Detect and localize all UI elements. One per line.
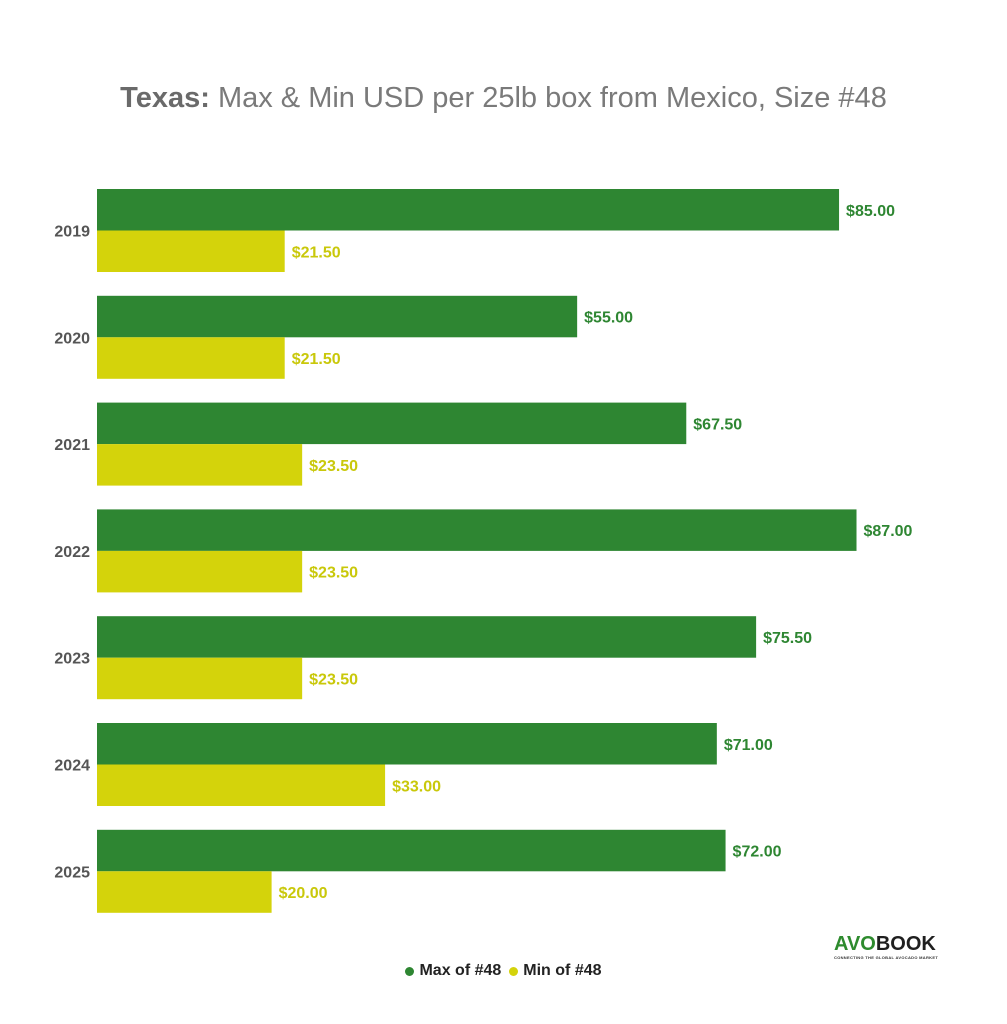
max-value-label-2023: $75.50 (763, 630, 812, 647)
max-value-label-2020: $55.00 (584, 310, 633, 327)
max-bar-2024 (97, 723, 717, 765)
avobook-logo: AVOBOOK CONNECTING THE GLOBAL AVOCADO MA… (834, 934, 954, 964)
max-bar-2020 (97, 295, 578, 338)
chart-title-rest: Max & Min USD per 25lb box from Mexico, … (209, 82, 887, 114)
min-value-label-2025: $20.00 (279, 885, 328, 902)
category-label-2025: 2025 (54, 864, 90, 881)
max-bar-2025 (97, 829, 726, 872)
legend-swatch-max (405, 966, 415, 976)
legend-label-max: Max of #48 (419, 962, 502, 979)
legend-swatch-min (509, 966, 519, 976)
min-bar-2025 (97, 871, 272, 913)
category-label-2020: 2020 (54, 330, 90, 347)
category-label-2019: 2019 (54, 224, 90, 241)
category-label-2021: 2021 (54, 437, 90, 454)
category-label-2023: 2023 (54, 651, 90, 668)
min-value-label-2019: $21.50 (292, 244, 341, 261)
legend-item-max: Max of #48 (405, 962, 501, 980)
chart-title: Texas: Max & Min USD per 25lb box from M… (0, 82, 1007, 115)
max-bar-2019 (97, 189, 840, 231)
max-bar-2021 (97, 402, 687, 445)
logo-tagline: CONNECTING THE GLOBAL AVOCADO MARKET (834, 955, 939, 960)
min-bar-2019 (97, 230, 285, 272)
category-label-2022: 2022 (54, 544, 90, 561)
min-value-label-2020: $21.50 (292, 351, 341, 368)
max-value-label-2025: $72.00 (733, 844, 782, 861)
min-value-label-2024: $33.00 (392, 778, 441, 795)
min-bar-2020 (97, 337, 285, 379)
max-bar-2023 (97, 616, 757, 658)
legend-label-min: Min of #48 (523, 962, 602, 979)
min-bar-2022 (97, 550, 303, 593)
max-value-label-2022: $87.00 (864, 523, 913, 540)
min-value-label-2021: $23.50 (309, 458, 358, 475)
max-bar-2022 (97, 509, 857, 551)
min-bar-2024 (97, 764, 386, 806)
chart-title-bold: Texas: (120, 82, 210, 114)
legend: Max of #48 Min of #48 (0, 962, 1007, 981)
legend-item-min: Min of #48 (509, 962, 602, 980)
max-value-label-2021: $67.50 (693, 416, 742, 433)
logo-brand-b: BOOK (875, 933, 936, 955)
min-bar-2021 (97, 444, 303, 486)
min-value-label-2022: $23.50 (309, 565, 358, 582)
logo-brand-a: AVO (834, 933, 876, 955)
max-value-label-2019: $85.00 (846, 203, 895, 220)
min-bar-2023 (97, 657, 303, 700)
category-label-2024: 2024 (54, 758, 90, 775)
bars-group: 2019 $85.00 $21.50 2020 $55.00 $21.50 2021 $67.… (54, 189, 913, 913)
max-value-label-2024: $71.00 (724, 737, 773, 754)
min-value-label-2023: $23.50 (309, 671, 358, 688)
